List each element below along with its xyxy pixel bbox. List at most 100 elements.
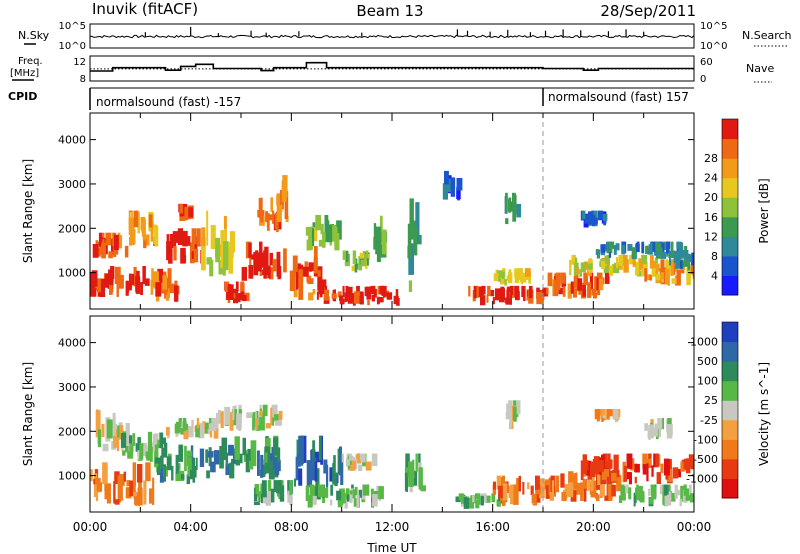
- data-cell-14-8: [513, 406, 517, 422]
- data-cell-1-18: [101, 424, 105, 438]
- data-cell-17-0: [669, 493, 676, 502]
- data-cell-8-21: [340, 454, 344, 486]
- data-cell-22-19: [579, 269, 582, 277]
- data-cell-21-37: [582, 285, 586, 297]
- data-cell-9-9: [274, 212, 278, 229]
- data-cell-24-9: [649, 274, 652, 281]
- data-cell-12-0: [455, 496, 461, 503]
- data-cell-12-30: [480, 497, 484, 506]
- data-cell-24-29: [686, 267, 691, 286]
- data-cell-3-13: [160, 455, 164, 469]
- data-cell-24-13: [667, 260, 672, 276]
- data-cell-21-1: [547, 272, 553, 287]
- data-cell-11-20: [298, 269, 304, 300]
- data-cell-5-23: [235, 459, 240, 466]
- data-cell-23-51: [641, 242, 644, 253]
- data-cell-3-2: [151, 268, 154, 286]
- data-cell-14-5: [365, 254, 368, 270]
- frequency-trace: [90, 61, 694, 72]
- data-cell-13-24: [492, 485, 497, 495]
- data-cell-3-12: [167, 268, 172, 289]
- data-cell-2-8: [137, 211, 140, 234]
- colorbar-tick-7: -1000: [686, 472, 718, 485]
- data-cell-4-14: [207, 427, 213, 435]
- data-cell-16-40: [611, 472, 617, 482]
- power-y-axis: 1000 2000 3000 4000: [58, 134, 694, 280]
- data-cell-6-18: [228, 241, 233, 274]
- data-cell-19-13: [493, 273, 499, 282]
- data-cell-24-14: [665, 259, 669, 271]
- data-cell-13-15: [316, 291, 319, 300]
- data-cell-11-6: [320, 279, 327, 288]
- data-cell-19-10: [497, 270, 503, 278]
- data-cell-1-19: [117, 425, 120, 438]
- noise-left-tick-top: 10^5: [59, 21, 86, 32]
- data-cell-13-37: [535, 475, 540, 490]
- data-cell-20-5: [509, 201, 514, 212]
- velocity-panel: 1000 2000 3000 4000 00:00 04:00 08:00 12:00 16:…: [21, 315, 771, 554]
- data-cell-1-7: [102, 443, 109, 452]
- data-cell-6-7: [278, 414, 282, 426]
- data-cell-7-3: [238, 293, 244, 301]
- data-cell-19-16: [525, 268, 531, 277]
- y-tick-label-2: 3000: [58, 381, 86, 394]
- data-cell-7-21: [279, 485, 285, 502]
- data-cell-6-5: [265, 423, 271, 429]
- data-cell-0-18: [140, 282, 143, 295]
- data-cell-9-15: [337, 501, 343, 508]
- data-cell-12-4: [336, 220, 342, 240]
- data-cell-18-15: [492, 297, 495, 305]
- data-cell-15-7: [381, 229, 387, 255]
- data-cell-16-42: [680, 461, 686, 472]
- data-cell-0-27: [110, 278, 114, 286]
- data-cell-0-17: [149, 488, 154, 504]
- data-cell-7-8: [289, 480, 292, 496]
- data-cell-15-9: [376, 230, 381, 241]
- data-cell-7-14: [289, 495, 293, 506]
- data-cell-21-32: [572, 288, 577, 298]
- y-tick-label-3: 4000: [58, 337, 86, 350]
- data-cell-0-28: [131, 481, 136, 492]
- data-cell-16-66: [683, 458, 689, 469]
- data-cell-3-28: [187, 457, 192, 477]
- nave-tick-top: 60: [700, 57, 713, 68]
- data-cell-9-11: [344, 493, 348, 509]
- data-cell-6-0: [201, 237, 206, 271]
- data-cell-13-34: [331, 293, 337, 299]
- data-cell-22-24: [604, 255, 610, 265]
- data-cell-6-17: [224, 406, 230, 426]
- data-cell-23-34: [670, 241, 674, 254]
- data-cell-15-28: [561, 491, 567, 501]
- data-cell-9-23: [329, 499, 333, 506]
- data-cell-15-24: [608, 486, 614, 496]
- data-cell-12-14: [327, 224, 333, 243]
- data-cell-16-48: [663, 458, 670, 476]
- data-cell-14-12: [346, 251, 349, 262]
- data-cell-15-36: [611, 485, 616, 497]
- data-cell-4-24: [208, 418, 212, 428]
- data-cell-4-30: [196, 418, 200, 429]
- data-cell-11-7: [296, 266, 299, 277]
- data-cell-16-10: [413, 226, 418, 256]
- data-cell-23-23: [613, 245, 617, 255]
- data-cell-22-33: [575, 257, 578, 266]
- data-cell-9-39: [318, 484, 324, 497]
- data-cell-22-51: [576, 267, 580, 275]
- data-cell-13-48: [318, 285, 325, 295]
- data-cell-19-20: [518, 268, 523, 281]
- data-cell-16-60: [590, 462, 596, 478]
- data-cell-2-3: [152, 433, 156, 453]
- freq-label: Freq.: [18, 56, 43, 67]
- data-cell-22-10: [603, 265, 610, 273]
- data-cell-18-31: [516, 285, 520, 298]
- data-cell-6-24: [216, 412, 219, 429]
- data-cell-25-14: [602, 213, 608, 221]
- data-cell-15-34: [566, 484, 571, 495]
- data-cell-24-11: [671, 278, 678, 284]
- data-cell-22-26: [638, 258, 643, 267]
- noise-panel: N.Sky 10^5 10^0 10^5 10^0 N.Search: [18, 21, 792, 52]
- data-cell-5-5: [257, 450, 260, 476]
- data-cell-16-13: [656, 472, 661, 484]
- data-cell-23-44: [608, 241, 614, 249]
